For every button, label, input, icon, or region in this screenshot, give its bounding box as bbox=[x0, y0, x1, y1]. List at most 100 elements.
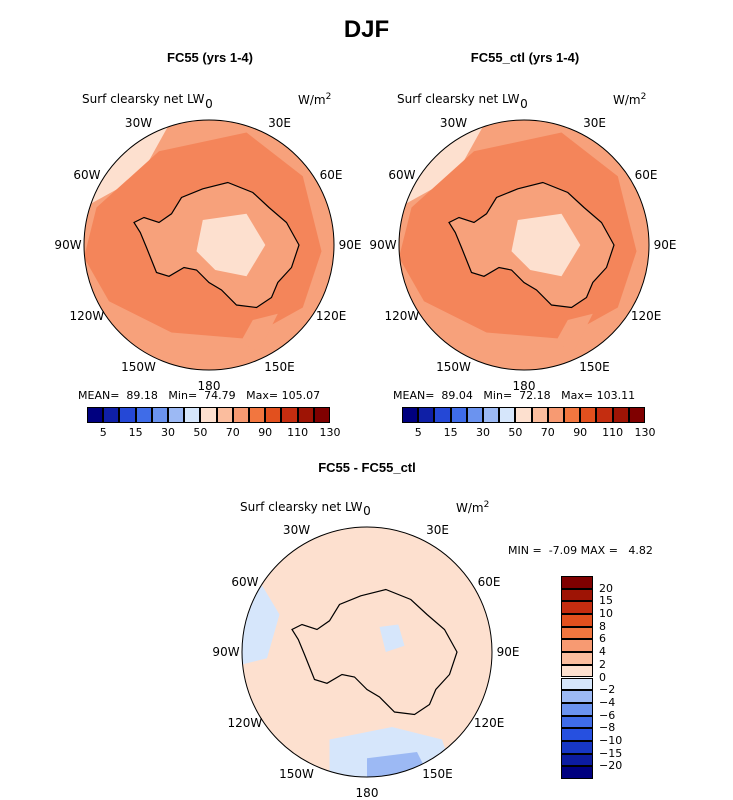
panel1-lon-label-0: 0 bbox=[205, 97, 213, 111]
panel2-colorbar-box-3 bbox=[450, 407, 467, 423]
panel2-lon-label-7: 150W bbox=[436, 360, 471, 375]
panel1-lon-label-10: 60W bbox=[73, 167, 101, 182]
panel1-colorbar-tick-5: 90 bbox=[258, 426, 273, 439]
panel1-lon-label-8: 120W bbox=[69, 308, 105, 323]
weak-band-northwest bbox=[399, 120, 487, 208]
panel3-colorbar-tick-4: 6 bbox=[599, 632, 606, 646]
panel3-colorbar-box-2 bbox=[561, 601, 593, 615]
panel2-colorbar-box-10 bbox=[564, 407, 581, 423]
panel2-variable: Surf clearsky net LW bbox=[397, 92, 520, 106]
negative-core-south bbox=[367, 752, 430, 777]
panel2-lon-label-9: 90W bbox=[369, 238, 397, 252]
panel1-colorbar-box-5 bbox=[168, 407, 185, 423]
panel3-lon-label-0: 0 bbox=[363, 504, 371, 518]
panel1-lon-label-9: 90W bbox=[54, 238, 82, 252]
panel1-colorbar-box-11 bbox=[265, 407, 282, 423]
panel1-colorbar-tick-2: 30 bbox=[161, 426, 175, 439]
panel3-colorbar-tick-5: 4 bbox=[599, 645, 606, 659]
panel2-lon-label-3: 90E bbox=[653, 238, 677, 252]
coastline bbox=[448, 181, 615, 309]
panel2-colorbar-box-2 bbox=[434, 407, 451, 423]
panel3-units: W/m2 bbox=[456, 500, 490, 515]
panel3-colorbar-box-8 bbox=[561, 677, 593, 691]
panel3-colorbar-box-1 bbox=[561, 588, 593, 602]
map-border bbox=[83, 119, 335, 371]
panel3-colorbar-box-9 bbox=[561, 690, 593, 703]
panel3-lon-label-5: 150E bbox=[422, 767, 453, 782]
panel3-colorbar-box-12 bbox=[561, 728, 593, 741]
panel3-colorbar-tick-9: −4 bbox=[599, 695, 616, 709]
panel2-title: FC55_ctl (yrs 1-4) bbox=[470, 50, 580, 65]
strong-ring bbox=[399, 132, 637, 339]
panel1-lon-label-5: 150E bbox=[264, 360, 295, 375]
panel2-colorbar-box-7 bbox=[515, 407, 532, 423]
panel3-colorbar-tick-11: −8 bbox=[599, 721, 616, 735]
panel2-colorbar-tick-0: 5 bbox=[414, 426, 422, 439]
continent bbox=[292, 589, 457, 715]
panel2-lon-label-1: 30E bbox=[583, 115, 606, 130]
panel2-colorbar-box-1 bbox=[418, 407, 435, 423]
panel2-colorbar-box-6 bbox=[499, 407, 516, 423]
panel1-units: W/m2 bbox=[298, 92, 332, 107]
weak-patch-south bbox=[555, 313, 593, 352]
weak-patch-south bbox=[240, 313, 278, 352]
ocean-field bbox=[399, 120, 649, 370]
panel3-colorbar-tick-8: −2 bbox=[599, 683, 616, 697]
panel1-stats: MEAN= 89.18 Min= 74.79 Max= 105.07 bbox=[78, 389, 321, 402]
panel1-colorbar-tick-4: 70 bbox=[225, 426, 240, 439]
ocean-field bbox=[84, 120, 334, 370]
panel3-colorbar-tick-6: 2 bbox=[599, 657, 606, 671]
panel1-colorbar-box-2 bbox=[119, 407, 136, 423]
panel3-lon-label-8: 120W bbox=[227, 715, 263, 730]
panel3-colorbar-box-3 bbox=[561, 614, 593, 627]
panel1-colorbar-tick-6: 110 bbox=[287, 426, 309, 439]
negative-patch-west bbox=[242, 583, 280, 665]
panel2-colorbar-tick-7: 130 bbox=[634, 426, 656, 439]
panel3-colorbar-box-13 bbox=[561, 740, 593, 754]
panel2-lon-label-11: 30W bbox=[439, 115, 468, 130]
panel2-colorbar-tick-4: 70 bbox=[540, 426, 555, 439]
map-border bbox=[241, 526, 493, 778]
panel3-colorbar-tick-14: −20 bbox=[599, 759, 623, 773]
panel3-stats: MIN = -7.09 MAX = 4.82 bbox=[508, 544, 653, 557]
panel2-units: W/m2 bbox=[613, 92, 647, 107]
panel1-colorbar-box-0 bbox=[87, 407, 104, 423]
panel2-stats: MEAN= 89.04 Min= 72.18 Max= 103.11 bbox=[393, 389, 636, 402]
panel3-colorbar-box-15 bbox=[561, 766, 593, 779]
panel3-colorbar-box-5 bbox=[561, 639, 593, 653]
panel2-lon-label-4: 120E bbox=[630, 308, 662, 323]
panel3-lon-label-2: 60E bbox=[477, 574, 501, 589]
panel3-colorbar-tick-3: 8 bbox=[599, 619, 606, 633]
panel3-lon-label-11: 30W bbox=[282, 522, 311, 537]
panel1-colorbar-box-4 bbox=[151, 407, 168, 423]
panel2-colorbar-box-12 bbox=[596, 407, 613, 423]
panel3-colorbar-tick-13: −15 bbox=[599, 746, 623, 760]
panel3-colorbar-box-14 bbox=[561, 753, 593, 767]
panel2-colorbar-tick-6: 110 bbox=[602, 426, 624, 439]
panel3-colorbar-tick-12: −10 bbox=[599, 733, 623, 747]
diff-field bbox=[242, 527, 492, 777]
panel2-colorbar-tick-3: 50 bbox=[508, 426, 523, 439]
panel1-colorbar-box-10 bbox=[249, 407, 266, 423]
panel1-title: FC55 (yrs 1-4) bbox=[167, 50, 253, 65]
panel1-colorbar-box-6 bbox=[184, 407, 201, 423]
panel1-colorbar-box-13 bbox=[297, 407, 314, 423]
panel2-colorbar-tick-2: 30 bbox=[476, 426, 490, 439]
negative-patch-interior bbox=[379, 624, 405, 652]
panel3-colorbar-tick-0: 20 bbox=[599, 581, 613, 595]
panel2-colorbar-tick-1: 15 bbox=[443, 426, 458, 439]
panel3-lon-label-3: 90E bbox=[496, 645, 520, 659]
weak-band-northwest bbox=[84, 120, 172, 208]
panel3-colorbar-box-7 bbox=[561, 664, 593, 678]
panel2-map-layers bbox=[398, 119, 650, 371]
strong-ring bbox=[84, 132, 322, 339]
panel1-colorbar-box-8 bbox=[216, 407, 233, 423]
panel1-colorbar-box-14 bbox=[313, 407, 330, 423]
panel1-colorbar-box-9 bbox=[232, 407, 249, 423]
panel1-lon-label-6: 180 bbox=[197, 379, 221, 393]
panel3-lon-label-9: 90W bbox=[212, 645, 240, 659]
plateau bbox=[511, 213, 581, 277]
panel2-lon-label-6: 180 bbox=[512, 379, 536, 393]
panel1-lon-label-11: 30W bbox=[124, 115, 153, 130]
panel2-lon-label-2: 60E bbox=[634, 167, 658, 182]
